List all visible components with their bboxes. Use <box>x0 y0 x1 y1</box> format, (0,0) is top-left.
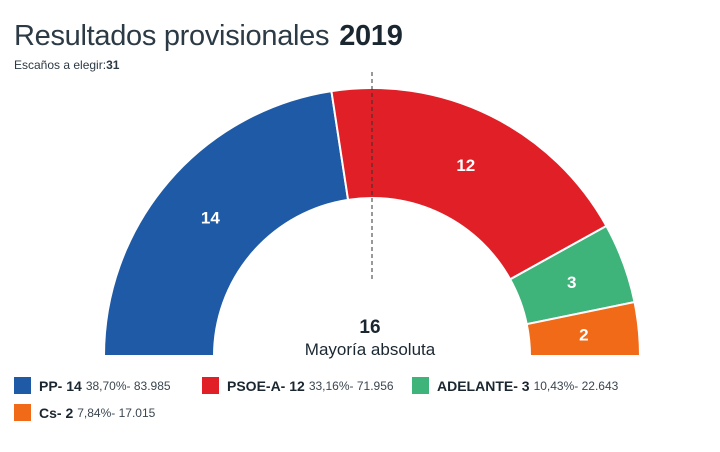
majority-annotation: 16 Mayoría absoluta <box>270 317 470 361</box>
legend-name: ADELANTE- 3 <box>437 377 530 394</box>
chart-slice-labels: 14 12 3 2 <box>201 156 589 345</box>
legend-name: PP- 14 <box>39 377 82 394</box>
legend-detail: 38,70%- 83.985 <box>85 378 171 393</box>
majority-label: Mayoría absoluta <box>304 340 436 359</box>
slice-label: 14 <box>201 208 220 227</box>
seats-to-elect: Escaños a elegir:31 <box>14 58 119 72</box>
legend-swatch <box>412 377 429 394</box>
legend-item-adelante: ADELANTE- 3 10,43%- 22.643 <box>412 377 618 394</box>
seats-to-elect-label: Escaños a elegir: <box>14 58 107 72</box>
legend-swatch <box>14 377 31 394</box>
legend-swatch <box>14 404 31 421</box>
chart-title: Resultados provisionales 2019 <box>14 20 403 53</box>
slice-label: 12 <box>456 156 475 175</box>
legend-detail: 33,16%- 71.956 <box>308 378 394 393</box>
legend-swatch <box>202 377 219 394</box>
slice-cs <box>525 300 642 357</box>
chart-title-text: Resultados provisionales <box>14 20 330 52</box>
slice-pp <box>102 89 350 357</box>
legend-item-cs: Cs- 2 7,84%- 17.015 <box>14 404 155 421</box>
legend-item-psoe-a: PSOE-A- 12 33,16%- 71.956 <box>202 377 394 394</box>
legend-detail: 10,43%- 22.643 <box>533 378 619 393</box>
legend-item-pp: PP- 14 38,70%- 83.985 <box>14 377 171 394</box>
legend-name: Cs- 2 <box>39 404 74 421</box>
legend-name: PSOE-A- 12 <box>227 377 305 394</box>
seats-to-elect-value: 31 <box>106 58 120 72</box>
majority-value: 16 <box>359 317 381 338</box>
legend-detail: 7,84%- 17.015 <box>77 405 156 420</box>
chart-slices <box>102 87 642 357</box>
chart-title-year: 2019 <box>339 20 403 52</box>
slice-label: 2 <box>579 325 588 344</box>
slice-label: 3 <box>567 273 576 292</box>
slice-psoe-a <box>330 87 608 281</box>
